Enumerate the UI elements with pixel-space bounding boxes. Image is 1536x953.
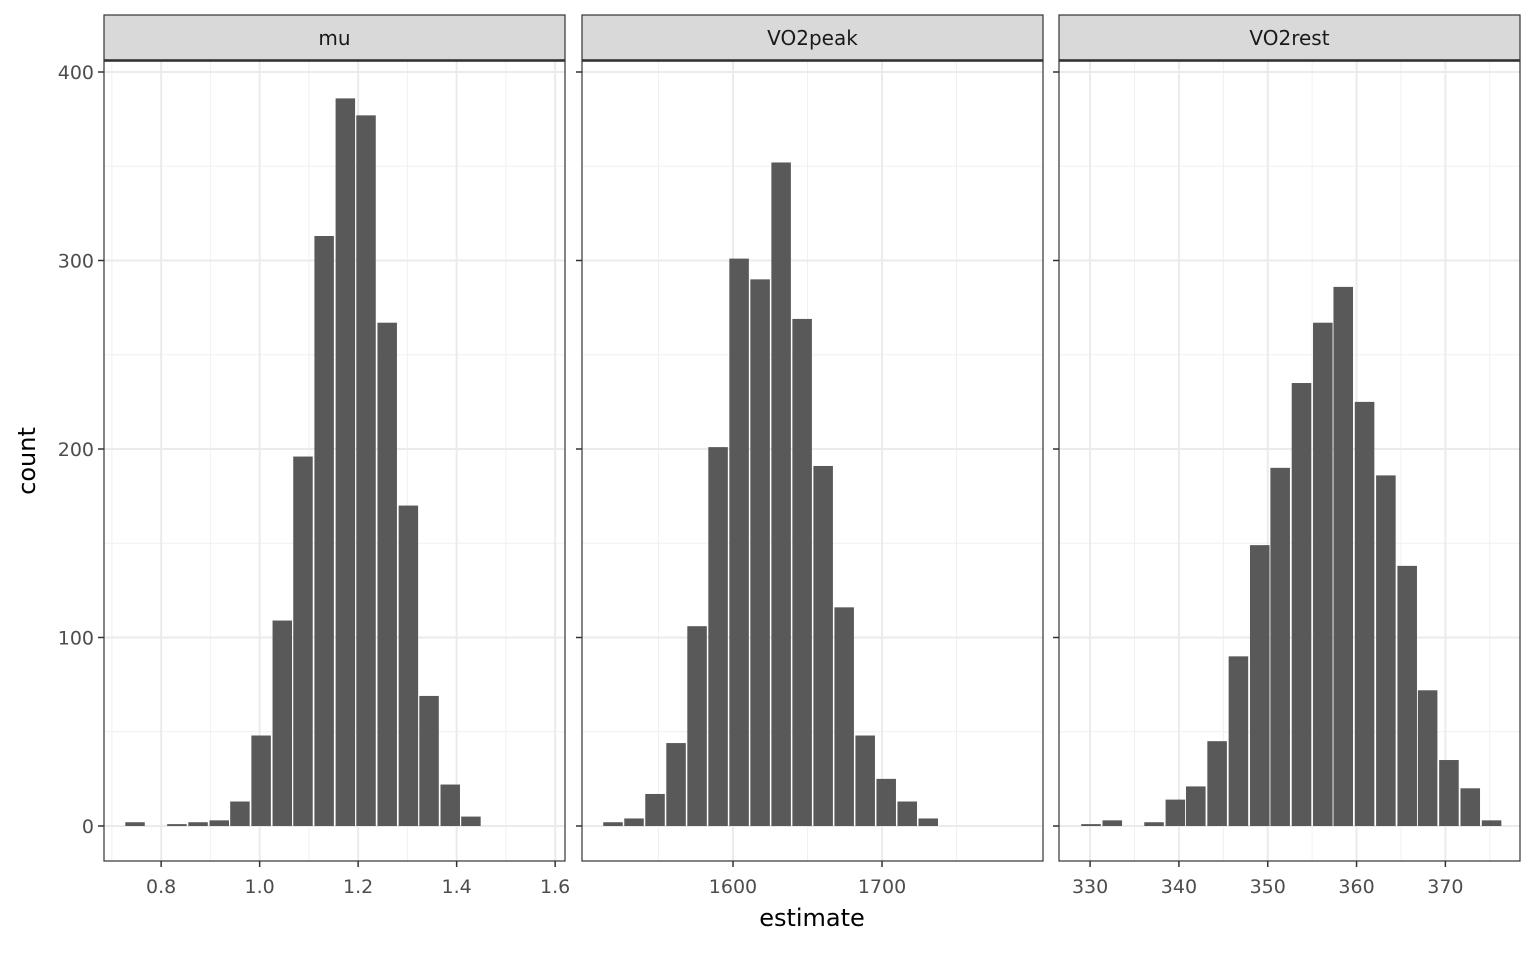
x-tick-label: 1.2	[343, 876, 373, 898]
histogram-bar	[1291, 383, 1312, 826]
histogram-bar	[1397, 565, 1417, 826]
histogram-bar	[876, 778, 896, 826]
histogram-bar	[167, 824, 187, 826]
panel-mu: mu 0.8 1.0 1.2 1.4 1.6 0 100 200 300 400	[58, 14, 570, 898]
histogram-bar	[666, 743, 686, 826]
histogram-bar	[897, 801, 917, 826]
histogram-bar	[1165, 799, 1186, 826]
histogram-bar	[1481, 820, 1502, 826]
histogram-bar	[624, 818, 644, 826]
histogram-bar	[419, 695, 439, 826]
x-tick-label: 1.4	[442, 876, 472, 898]
histogram-bar	[314, 235, 334, 826]
histogram-bar	[771, 162, 791, 827]
facet-label: VO2rest	[1249, 26, 1329, 50]
histogram-bar	[377, 322, 397, 826]
y-tick-label: 400	[58, 62, 94, 84]
histogram-bar	[1333, 286, 1354, 826]
x-tick-label: 340	[1161, 876, 1197, 898]
histogram-bar	[708, 447, 728, 826]
histogram-bar	[1186, 786, 1206, 826]
histogram-bar	[603, 822, 623, 826]
y-tick-label: 300	[58, 251, 94, 273]
x-tick-label: 1.0	[245, 876, 275, 898]
x-tick-label: 0.8	[146, 876, 176, 898]
histogram-bar	[230, 801, 250, 826]
histogram-bar	[251, 735, 271, 826]
histogram-bar	[398, 505, 419, 826]
histogram-bar	[750, 279, 770, 827]
histogram-bar	[1207, 741, 1227, 826]
histogram-bar	[1144, 822, 1164, 826]
facet-label: mu	[318, 26, 350, 50]
y-tick-label: 200	[58, 439, 94, 461]
histogram-bar	[1460, 788, 1481, 826]
histogram-bar	[1439, 760, 1459, 826]
histogram-bar	[293, 456, 313, 826]
panel-background	[582, 61, 1043, 861]
histogram-bar	[813, 465, 833, 826]
histogram-bar	[687, 626, 707, 826]
x-tick-label: 370	[1427, 876, 1463, 898]
histogram-bar	[645, 793, 665, 826]
y-tick-label: 100	[58, 628, 94, 650]
histogram-bar	[729, 258, 749, 826]
histogram-bar	[125, 822, 145, 826]
histogram-bar	[855, 735, 875, 826]
panel-VO2peak: VO2peak 1600 1700	[576, 14, 1044, 898]
histogram-bar	[356, 115, 376, 827]
x-tick-label: 1600	[709, 876, 757, 898]
histogram-bar	[1249, 545, 1270, 826]
histogram-bar	[1102, 820, 1123, 826]
panel-VO2rest: VO2rest 330 340 350 360 370	[1053, 14, 1521, 898]
histogram-bar	[188, 822, 208, 826]
x-tick-label: 1.6	[540, 876, 570, 898]
x-tick-label: 360	[1338, 876, 1374, 898]
x-axis-title: estimate	[759, 904, 865, 932]
histogram-bar	[1313, 322, 1333, 826]
histogram-bar	[834, 607, 854, 826]
histogram-bar	[1270, 467, 1290, 826]
histogram-bar	[1354, 401, 1375, 826]
x-tick-label: 350	[1250, 876, 1286, 898]
facet-strip	[581, 14, 1044, 61]
histogram-bar	[1376, 475, 1396, 826]
histogram-bar	[272, 620, 293, 826]
y-axis-title: count	[13, 427, 41, 495]
histogram-bar	[440, 784, 460, 826]
y-tick-label: 0	[82, 816, 94, 838]
histogram-bar	[792, 318, 812, 826]
histogram-bar	[1417, 690, 1438, 826]
x-tick-label: 330	[1072, 876, 1108, 898]
histogram-bar	[1228, 656, 1249, 826]
histogram-bar	[461, 816, 481, 826]
facet-strip	[1058, 14, 1521, 61]
facet-label: VO2peak	[767, 26, 858, 50]
histogram-bar	[335, 98, 356, 826]
panel-background	[104, 61, 565, 861]
histogram-bar	[1081, 824, 1101, 826]
x-tick-label: 1700	[858, 876, 906, 898]
histogram-bar	[209, 820, 229, 826]
histogram-bar	[918, 818, 938, 826]
